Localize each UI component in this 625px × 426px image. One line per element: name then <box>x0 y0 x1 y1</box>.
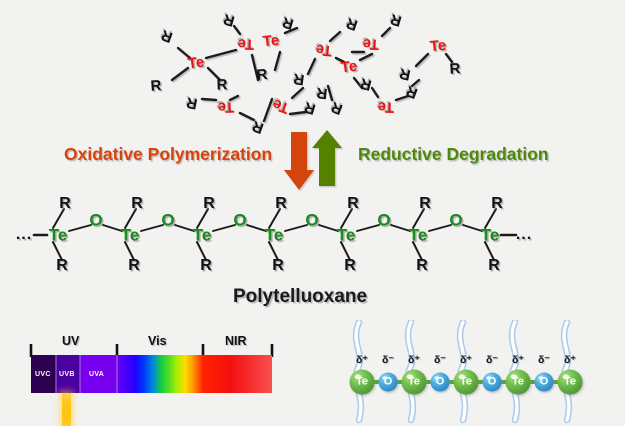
te-atom-sphere <box>349 369 375 395</box>
chain-r-top-label: R <box>419 195 431 212</box>
te-atom-sphere <box>401 369 427 395</box>
band-label-vis: Vis <box>148 334 167 348</box>
backbone-ribbon <box>510 320 519 422</box>
o-atom-sphere <box>482 372 502 392</box>
chain-o-label: O <box>377 210 391 230</box>
subband-label-uva: UVA <box>89 371 105 378</box>
backbone-ribbon <box>354 320 363 422</box>
delta-plus-label: δ⁺ <box>512 354 524 366</box>
chain-o-label: O <box>449 210 463 230</box>
chain-te-label: Te <box>264 225 284 245</box>
chain-r-top-label: R <box>275 195 287 212</box>
network-te-label: Te <box>377 98 395 116</box>
network-te-label: Te <box>362 35 380 53</box>
reaction-arrows <box>284 130 342 190</box>
oxidative-polymerization-label: Oxidative Polymerization <box>64 144 273 164</box>
te-atom-label: Te <box>563 375 577 388</box>
te-atom-label: Te <box>511 375 525 388</box>
delta-minus-label: δ⁻ <box>434 354 446 366</box>
uv-subband-dividers <box>55 355 118 393</box>
chain-left-ellipsis: ... <box>15 226 33 243</box>
chain-te-label: Te <box>48 225 68 245</box>
subband-label-uvc: UVC <box>35 371 51 378</box>
polymer-title: Polytelluoxane <box>233 286 368 307</box>
chain-r-top-label: R <box>131 195 143 212</box>
network-r-label: R <box>344 14 360 34</box>
o-atom-label: O <box>435 375 445 388</box>
backbone-ribbon <box>406 320 415 422</box>
chain-r-bottom-label: R <box>200 257 212 274</box>
delta-plus-label: δ⁺ <box>356 354 368 366</box>
network-te-label: Te <box>339 57 359 77</box>
chain-r-bottom-label: R <box>56 257 68 274</box>
te-atom-label: Te <box>407 375 421 388</box>
chain-r-top-label: R <box>203 195 215 212</box>
chain-r-bottom-label: R <box>272 257 284 274</box>
polymer-chain-labels: ...... Te R R Te R R Te R R Te R R Te R R Te R R Te R R O O O O O O <box>0 190 625 290</box>
chain-r-top-label: R <box>59 195 71 212</box>
uvb-excitation-beam <box>62 393 71 426</box>
chain-o-label: O <box>89 210 103 230</box>
chain-right-ellipsis: ... <box>515 226 533 243</box>
chain-r-top-label: R <box>491 195 503 212</box>
chain-r-bottom-label: R <box>416 257 428 274</box>
reductive-degradation-label: Reductive Degradation <box>358 144 549 164</box>
spectrum-gradient-bar <box>31 355 272 393</box>
o-atom-sphere <box>430 372 450 392</box>
polymer-chain-bonds <box>32 208 518 261</box>
electromagnetic-spectrum: UV Vis NIR UVC UVB UVA <box>29 334 274 426</box>
network-r-label: R <box>397 64 413 84</box>
chain-r-bottom-label: R <box>128 257 140 274</box>
te-o-atom-spheres <box>349 369 583 395</box>
delta-plus-label: δ⁺ <box>564 354 576 366</box>
backbone-ribbon <box>458 320 467 422</box>
delta-minus-label: δ⁻ <box>538 354 550 366</box>
oxidative-down-arrow <box>284 132 314 190</box>
reductive-up-arrow <box>312 130 342 186</box>
o-atom-label: O <box>539 375 549 388</box>
network-r-label: R <box>448 60 462 78</box>
chain-o-label: O <box>305 210 319 230</box>
chain-te-label: Te <box>336 225 356 245</box>
te-atom-sphere <box>453 369 479 395</box>
chain-r-top-label: R <box>347 195 359 212</box>
o-atom-label: O <box>383 375 393 388</box>
te-atom-sphere <box>557 369 583 395</box>
band-label-uv: UV <box>62 334 80 348</box>
band-label-nir: NIR <box>225 334 247 348</box>
chain-te-label: Te <box>480 225 500 245</box>
chain-te-label: Te <box>120 225 140 245</box>
chain-te-label: Te <box>192 225 212 245</box>
delta-plus-label: δ⁺ <box>408 354 420 366</box>
network-r-label: R <box>403 82 421 102</box>
network-r-label: R <box>388 10 404 30</box>
chain-r-bottom-label: R <box>488 257 500 274</box>
spectrum-tick-marks <box>29 344 274 357</box>
chain-o-label: O <box>161 210 175 230</box>
o-atom-sphere <box>534 372 554 392</box>
o-atom-sphere <box>378 372 398 392</box>
network-r-label: R <box>328 98 346 118</box>
network-bond-lines <box>170 24 454 123</box>
subband-label-uvb: UVB <box>59 371 75 378</box>
network-te-label: Te <box>429 36 447 56</box>
o-atom-label: O <box>487 375 497 388</box>
chain-o-label: O <box>233 210 247 230</box>
te-o-nanostructure <box>349 320 583 424</box>
delta-minus-label: δ⁻ <box>382 354 394 366</box>
chain-te-label: Te <box>408 225 428 245</box>
te-atom-sphere <box>505 369 531 395</box>
te-atom-label: Te <box>355 375 369 388</box>
delta-plus-label: δ⁺ <box>460 354 472 366</box>
backbone-ribbon <box>562 320 571 422</box>
network-r-label: R <box>358 74 374 94</box>
chain-r-bottom-label: R <box>344 257 356 274</box>
polymer-backbone-ribbons <box>352 320 573 424</box>
te-atom-label: Te <box>459 375 473 388</box>
delta-minus-label: δ⁻ <box>486 354 498 366</box>
